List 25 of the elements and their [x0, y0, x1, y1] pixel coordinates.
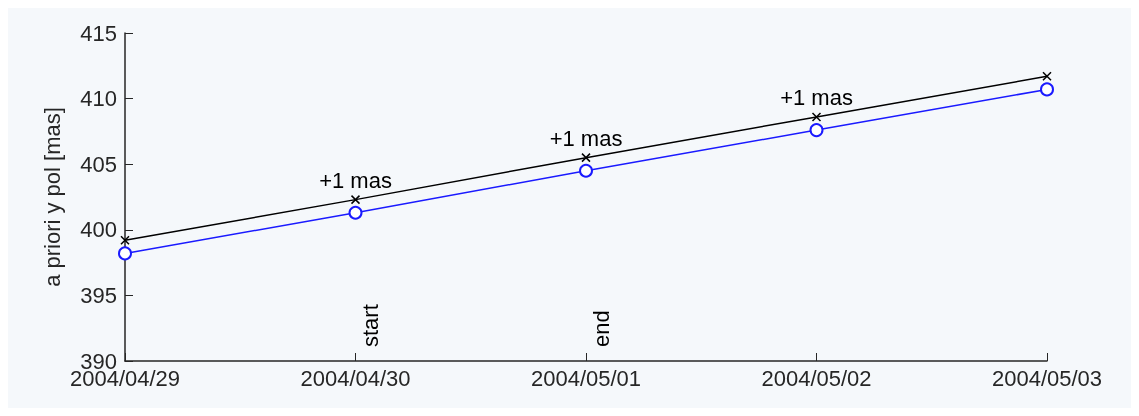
- x-tick-label: 2004/05/01: [530, 365, 642, 391]
- point: [118, 246, 132, 261]
- point: [348, 205, 363, 220]
- point: [120, 235, 130, 246]
- y-tick-label: 410: [80, 86, 117, 112]
- point: [811, 112, 822, 122]
- y-tick-label: 395: [80, 282, 117, 308]
- annotation: +1 mas: [319, 168, 392, 194]
- annotation: +1 mas: [780, 85, 853, 111]
- point: [1040, 82, 1054, 97]
- x-tick-label: 2004/05/03: [991, 365, 1103, 391]
- point: [809, 123, 824, 138]
- point: [1042, 71, 1052, 82]
- annotation: end: [588, 310, 614, 347]
- y-axis-title: a priori y pol [mas]: [39, 107, 65, 287]
- x-tick-label: 2004/04/30: [300, 365, 411, 391]
- y-tick-label: 400: [80, 217, 117, 243]
- annotation: +1 mas: [549, 126, 623, 152]
- point: [350, 194, 361, 205]
- point: [579, 163, 593, 178]
- x-tick-label: 2004/05/02: [761, 365, 872, 391]
- annotation: start: [358, 304, 383, 347]
- point: [581, 152, 591, 163]
- y-tick-label: 415: [80, 20, 117, 46]
- y-tick-label: 405: [80, 151, 117, 177]
